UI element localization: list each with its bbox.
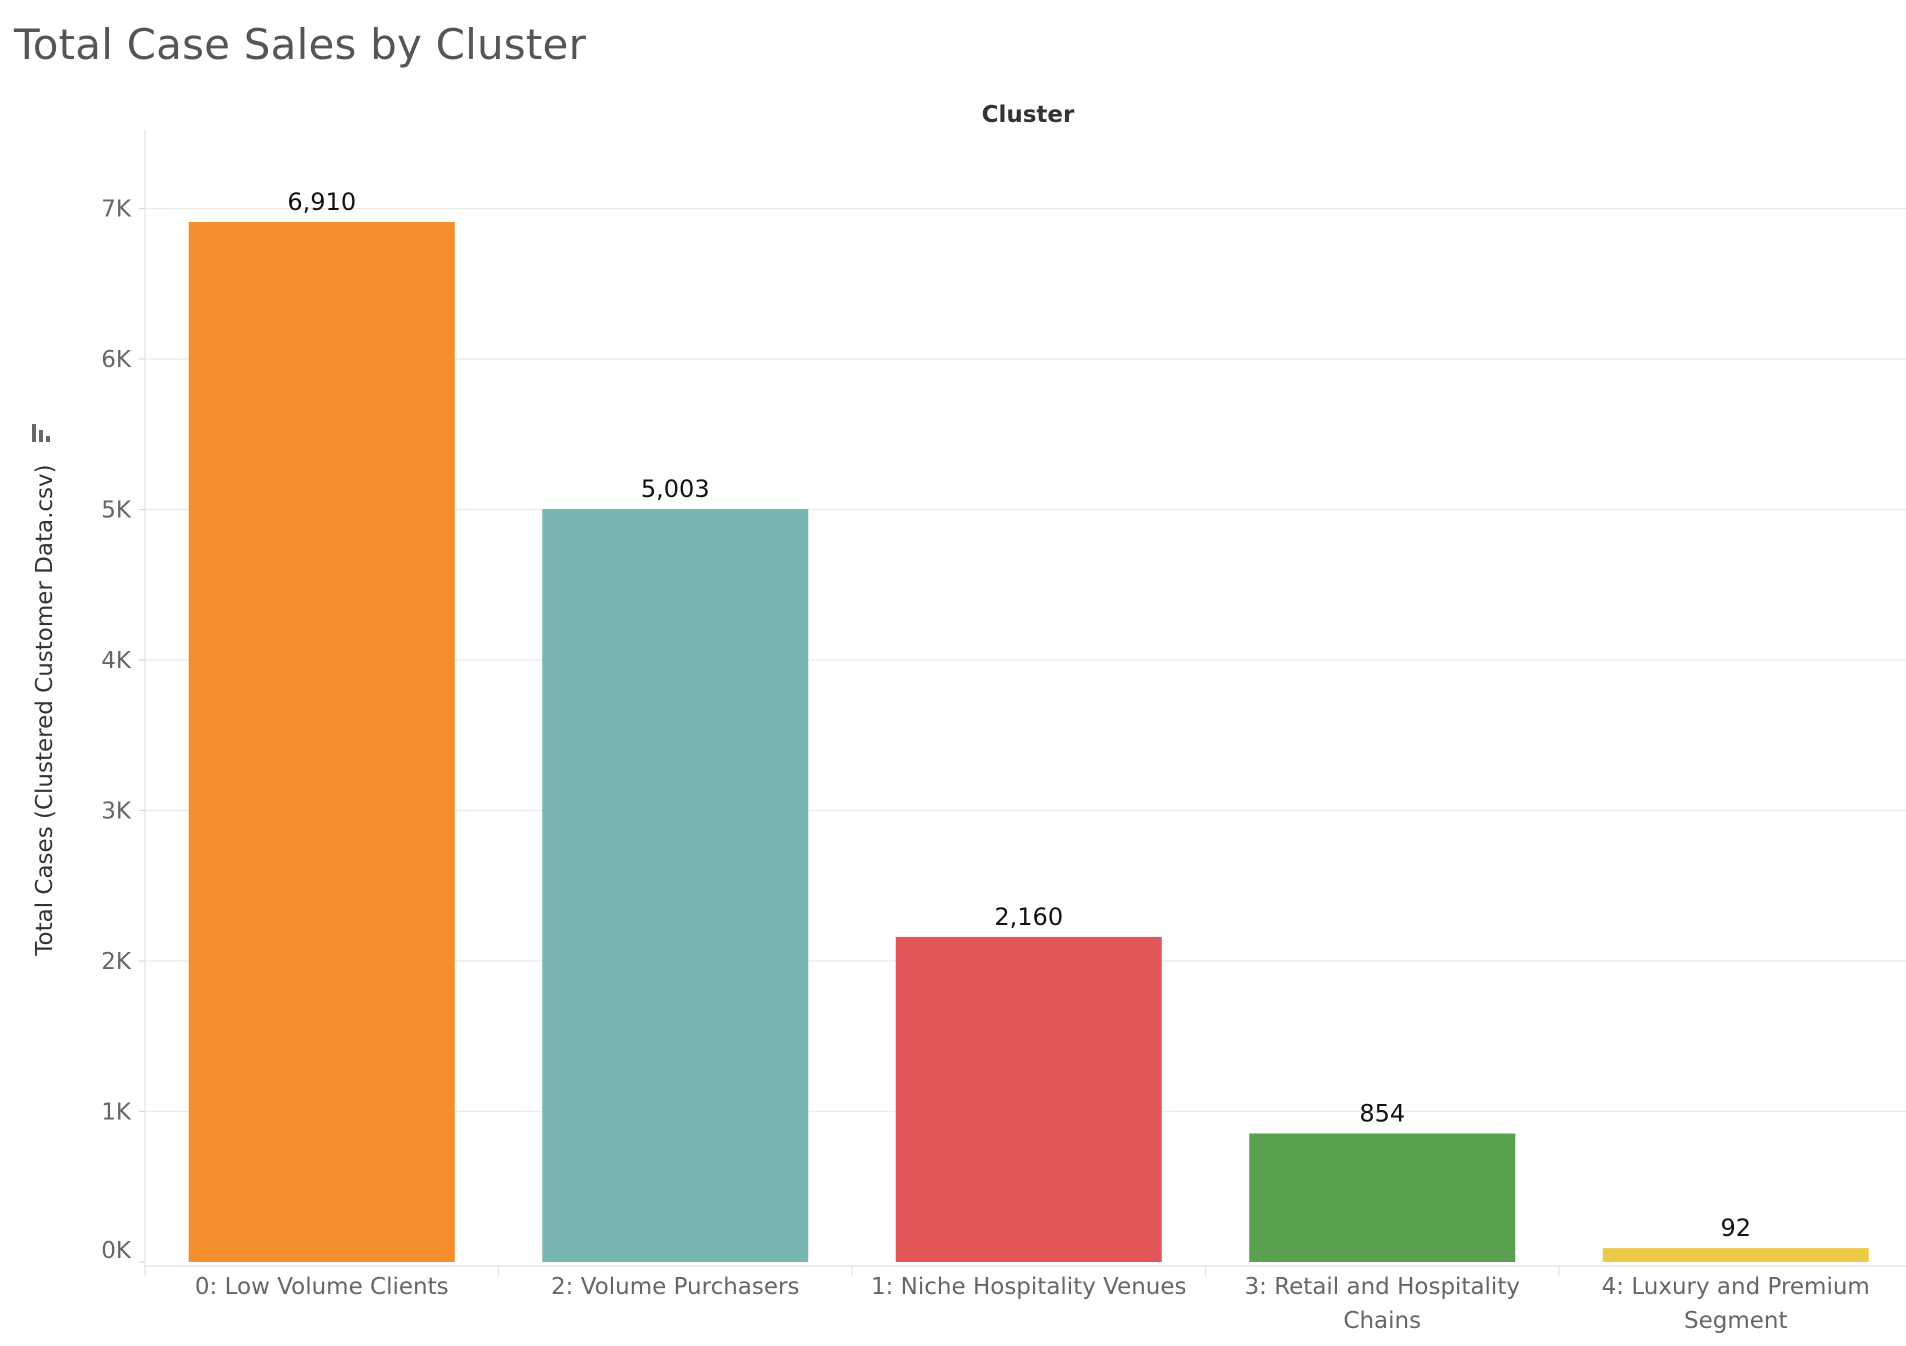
sort-icon[interactable] [32,424,50,442]
x-category-label: 4: Luxury and Premium [1602,1274,1870,1300]
bar[interactable] [895,936,1162,1262]
data-label: 6,910 [287,188,356,216]
x-category-label: 2: Volume Purchasers [551,1274,799,1300]
x-axis-categories: 0: Low Volume Clients 2: Volume Purchaser… [195,1274,1870,1334]
y-tick-label: 3K [101,799,132,825]
y-tick-label: 0K [101,1238,132,1264]
y-tick-label: 2K [101,949,132,975]
chart-title: Total Case Sales by Cluster [14,20,587,69]
axes [144,130,1906,1276]
bar[interactable] [1249,1133,1516,1262]
y-tick-label: 5K [101,498,132,524]
data-label: 2,160 [994,903,1063,931]
data-label: 5,003 [641,475,710,503]
bar[interactable] [1602,1248,1869,1262]
bar[interactable] [542,509,809,1263]
x-category-label: 3: Retail and Hospitality [1245,1274,1520,1300]
y-axis-ticks: 0K 1K 2K 3K 4K 5K 6K 7K [101,197,145,1264]
y-tick-label: 7K [101,197,132,223]
x-category-label: 1: Niche Hospitality Venues [871,1274,1187,1300]
x-category-label: 0: Low Volume Clients [195,1274,449,1300]
y-tick-label: 1K [101,1100,132,1126]
data-label: 854 [1359,1099,1405,1127]
y-tick-label: 4K [101,648,132,674]
x-category-label: Chains [1343,1308,1421,1334]
x-category-label: Segment [1684,1308,1788,1334]
bars [188,222,1869,1263]
column-header-title: Cluster [982,102,1075,128]
y-axis-title: Total Cases (Clustered Customer Data.csv… [32,464,58,956]
data-labels: 6,910 5,003 2,160 854 92 [287,188,1751,1242]
y-tick-label: 6K [101,347,132,373]
data-label: 92 [1720,1214,1751,1242]
bar[interactable] [188,222,455,1262]
